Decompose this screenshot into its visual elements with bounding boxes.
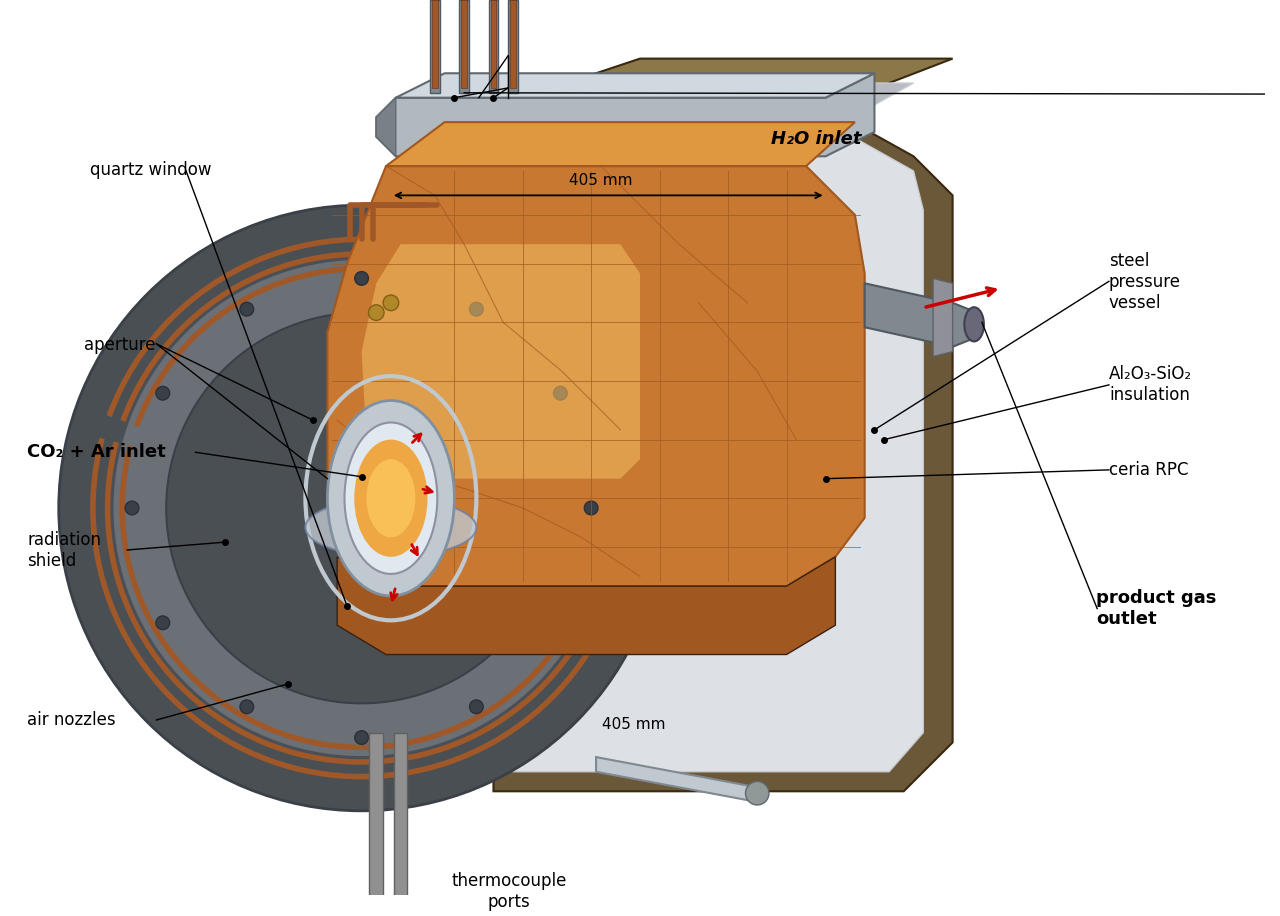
Bar (430, 0, 440, 93)
Ellipse shape (306, 498, 476, 557)
Circle shape (584, 501, 598, 515)
Circle shape (156, 616, 170, 629)
Bar (394, 733, 407, 899)
Bar (431, 0, 438, 88)
Text: steel
pressure
vessel: steel pressure vessel (1108, 252, 1181, 311)
Text: radiation
shield: radiation shield (27, 531, 101, 570)
Polygon shape (396, 73, 874, 98)
Bar (508, 0, 518, 93)
Bar (460, 0, 468, 93)
Bar (509, 0, 516, 88)
Circle shape (553, 616, 567, 629)
Text: H₂O inlet: H₂O inlet (772, 130, 861, 147)
Text: product gas
outlet: product gas outlet (1097, 589, 1217, 627)
Bar (489, 0, 498, 93)
Ellipse shape (366, 459, 415, 538)
Circle shape (166, 312, 557, 703)
Polygon shape (865, 283, 977, 347)
Text: aperture: aperture (83, 335, 155, 354)
Polygon shape (933, 278, 952, 356)
Circle shape (239, 700, 253, 714)
Circle shape (355, 731, 369, 745)
Polygon shape (513, 83, 914, 127)
Ellipse shape (964, 307, 984, 342)
Circle shape (125, 501, 138, 515)
Circle shape (113, 259, 611, 758)
Polygon shape (328, 166, 865, 586)
Text: 405 mm: 405 mm (570, 173, 632, 188)
Polygon shape (596, 758, 753, 802)
Circle shape (59, 205, 664, 811)
Polygon shape (376, 73, 874, 157)
Bar (490, 0, 497, 88)
Text: 405 mm: 405 mm (602, 717, 666, 732)
Polygon shape (494, 127, 923, 772)
Ellipse shape (344, 422, 438, 574)
Circle shape (369, 305, 384, 321)
Bar (370, 733, 383, 899)
Circle shape (239, 302, 253, 316)
Polygon shape (494, 107, 952, 791)
Polygon shape (361, 245, 640, 479)
Circle shape (355, 271, 369, 285)
Text: thermocouple
ports: thermocouple ports (451, 872, 566, 911)
Circle shape (383, 295, 398, 311)
Ellipse shape (328, 400, 454, 596)
Bar (461, 0, 467, 88)
Polygon shape (387, 122, 855, 166)
Text: air nozzles: air nozzles (27, 712, 116, 729)
Ellipse shape (355, 440, 428, 557)
Text: CO₂ + Ar inlet: CO₂ + Ar inlet (27, 443, 166, 461)
Circle shape (745, 781, 769, 805)
Text: Al₂O₃-SiO₂
insulation: Al₂O₃-SiO₂ insulation (1108, 365, 1192, 404)
Circle shape (156, 387, 170, 400)
Polygon shape (376, 98, 396, 157)
Text: quartz window: quartz window (90, 161, 211, 179)
Circle shape (553, 387, 567, 400)
Text: ceria RPC: ceria RPC (1108, 461, 1188, 479)
Circle shape (470, 700, 484, 714)
Polygon shape (494, 59, 952, 107)
Circle shape (470, 302, 484, 316)
Polygon shape (337, 557, 836, 655)
